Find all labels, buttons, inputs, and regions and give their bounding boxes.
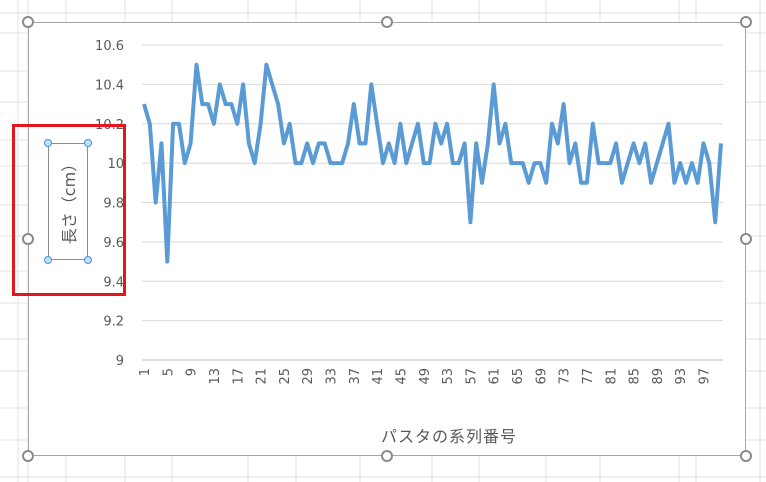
red-highlight-box <box>12 124 126 296</box>
resize-handle-middle-left[interactable] <box>22 233 34 245</box>
x-tick-label: 13 <box>208 368 223 385</box>
selection-handle-bottom-right[interactable] <box>84 256 92 264</box>
selection-handle-bottom-left[interactable] <box>44 256 52 264</box>
x-tick-label: 93 <box>674 368 689 385</box>
x-tick-label: 65 <box>511 368 526 385</box>
resize-handle-top-right[interactable] <box>740 16 752 28</box>
y-tick-label: 9 <box>116 354 124 369</box>
x-tick-label: 77 <box>581 368 596 385</box>
x-tick-label: 45 <box>394 368 409 385</box>
resize-handle-top-left[interactable] <box>22 16 34 28</box>
resize-handle-bottom-left[interactable] <box>22 450 34 462</box>
x-tick-label: 89 <box>651 368 666 385</box>
x-tick-label: 5 <box>161 368 176 376</box>
y-tick-label: 9.8 <box>103 197 124 212</box>
resize-handle-bottom-right[interactable] <box>740 450 752 462</box>
gridlines <box>142 44 723 361</box>
y-tick-label: 9.2 <box>103 315 124 330</box>
x-tick-label: 1 <box>138 368 153 376</box>
y-tick-label: 9.6 <box>103 236 124 251</box>
x-axis-title[interactable]: パスタの系列番号 <box>381 427 518 446</box>
x-axis-tick-labels: 1 5 9 13 17 21 25 29 33 37 41 45 49 53 57 61 65 69 73 77 81 8… <box>138 368 713 385</box>
y-axis-title[interactable]: 長さ（cm） <box>60 155 79 245</box>
y-tick-label: 10.6 <box>95 39 124 54</box>
chart-area[interactable]: 9 9.2 9.4 9.6 9.8 10 10.2 10.4 10.6 1 5 9 13 17 21 25 2… <box>28 22 746 456</box>
x-tick-label: 25 <box>278 368 293 385</box>
selection-handle-top-right[interactable] <box>84 139 92 147</box>
data-series-line[interactable] <box>142 62 723 264</box>
y-tick-label: 9.4 <box>103 275 124 290</box>
x-tick-label: 53 <box>441 368 456 385</box>
x-tick-label: 33 <box>325 368 340 385</box>
x-tick-label: 21 <box>255 368 270 385</box>
x-tick-label: 85 <box>628 368 643 385</box>
y-tick-label: 10 <box>107 157 124 172</box>
resize-handle-top-center[interactable] <box>381 16 393 28</box>
x-tick-label: 73 <box>558 368 573 385</box>
x-tick-label: 29 <box>301 368 316 385</box>
x-tick-label: 9 <box>185 368 200 376</box>
x-tick-label: 57 <box>464 368 479 385</box>
x-tick-label: 41 <box>371 368 386 385</box>
x-tick-label: 37 <box>348 368 363 385</box>
x-tick-label: 49 <box>418 368 433 385</box>
selection-handle-top-left[interactable] <box>44 139 52 147</box>
y-tick-label: 10.4 <box>95 78 124 93</box>
y-axis-title-selection-box[interactable] <box>48 143 88 260</box>
resize-handle-middle-right[interactable] <box>740 233 752 245</box>
x-tick-label: 17 <box>231 368 246 385</box>
x-tick-label: 97 <box>698 368 713 385</box>
resize-handle-bottom-center[interactable] <box>381 450 393 462</box>
x-tick-label: 81 <box>604 368 619 385</box>
x-tick-label: 61 <box>488 368 503 385</box>
x-tick-label: 69 <box>534 368 549 385</box>
